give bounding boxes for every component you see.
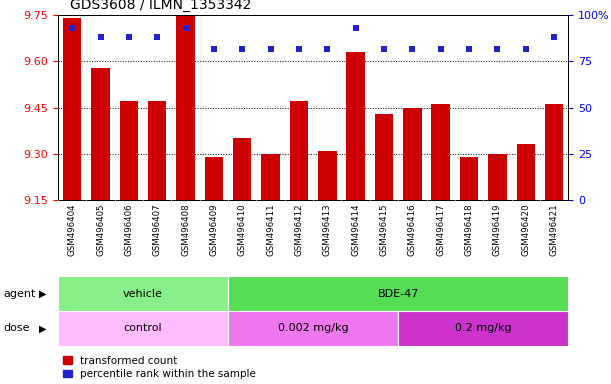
Bar <box>63 18 81 200</box>
Point <box>379 45 389 51</box>
Point <box>436 45 445 51</box>
Text: GSM496404: GSM496404 <box>68 204 77 256</box>
Bar <box>516 144 535 200</box>
Point <box>266 45 276 51</box>
Point <box>323 45 332 51</box>
Bar <box>290 101 308 200</box>
Text: GSM496413: GSM496413 <box>323 204 332 256</box>
Bar <box>120 101 138 200</box>
Point <box>124 35 134 41</box>
Bar <box>262 154 280 200</box>
Point <box>181 25 191 31</box>
Text: GSM496417: GSM496417 <box>436 204 445 256</box>
Legend: transformed count, percentile rank within the sample: transformed count, percentile rank withi… <box>64 356 256 379</box>
Point <box>521 45 530 51</box>
Bar <box>148 101 166 200</box>
Bar <box>431 104 450 200</box>
Bar <box>488 154 507 200</box>
Bar <box>318 151 337 200</box>
Text: GSM496420: GSM496420 <box>521 204 530 256</box>
Point <box>238 45 247 51</box>
Text: vehicle: vehicle <box>123 289 163 299</box>
Bar <box>403 108 422 200</box>
Point <box>351 25 360 31</box>
Text: ▶: ▶ <box>39 323 46 333</box>
Text: GSM496409: GSM496409 <box>210 204 219 256</box>
Text: GSM496415: GSM496415 <box>379 204 389 256</box>
Point <box>209 45 219 51</box>
Point <box>549 35 559 41</box>
Bar <box>58 311 228 346</box>
Point <box>492 45 502 51</box>
Text: 0.002 mg/kg: 0.002 mg/kg <box>278 323 348 333</box>
Point <box>96 35 106 41</box>
Text: 0.2 mg/kg: 0.2 mg/kg <box>455 323 511 333</box>
Text: GSM496408: GSM496408 <box>181 204 190 256</box>
Bar <box>177 15 195 200</box>
Text: dose: dose <box>3 323 29 333</box>
Bar <box>346 52 365 200</box>
Text: agent: agent <box>3 289 35 299</box>
Bar <box>460 157 478 200</box>
Bar <box>92 68 110 200</box>
Text: GSM496416: GSM496416 <box>408 204 417 256</box>
Text: GSM496405: GSM496405 <box>96 204 105 256</box>
Bar <box>228 311 398 346</box>
Bar <box>375 114 393 200</box>
Point <box>464 45 474 51</box>
Point <box>152 35 162 41</box>
Text: GSM496414: GSM496414 <box>351 204 360 256</box>
Text: ▶: ▶ <box>39 289 46 299</box>
Point <box>408 45 417 51</box>
Point <box>294 45 304 51</box>
Bar <box>233 138 252 200</box>
Text: GSM496418: GSM496418 <box>464 204 474 256</box>
Text: GSM496419: GSM496419 <box>493 204 502 256</box>
Text: GSM496411: GSM496411 <box>266 204 275 256</box>
Bar <box>205 157 223 200</box>
Text: GSM496410: GSM496410 <box>238 204 247 256</box>
Bar <box>58 276 228 311</box>
Text: GSM496407: GSM496407 <box>153 204 162 256</box>
Text: GDS3608 / ILMN_1353342: GDS3608 / ILMN_1353342 <box>70 0 252 12</box>
Bar <box>398 311 568 346</box>
Point <box>67 25 77 31</box>
Bar <box>228 276 568 311</box>
Text: GSM496412: GSM496412 <box>295 204 304 256</box>
Text: BDE-47: BDE-47 <box>378 289 419 299</box>
Text: GSM496406: GSM496406 <box>125 204 133 256</box>
Bar <box>545 104 563 200</box>
Text: GSM496421: GSM496421 <box>549 204 558 256</box>
Text: control: control <box>124 323 163 333</box>
